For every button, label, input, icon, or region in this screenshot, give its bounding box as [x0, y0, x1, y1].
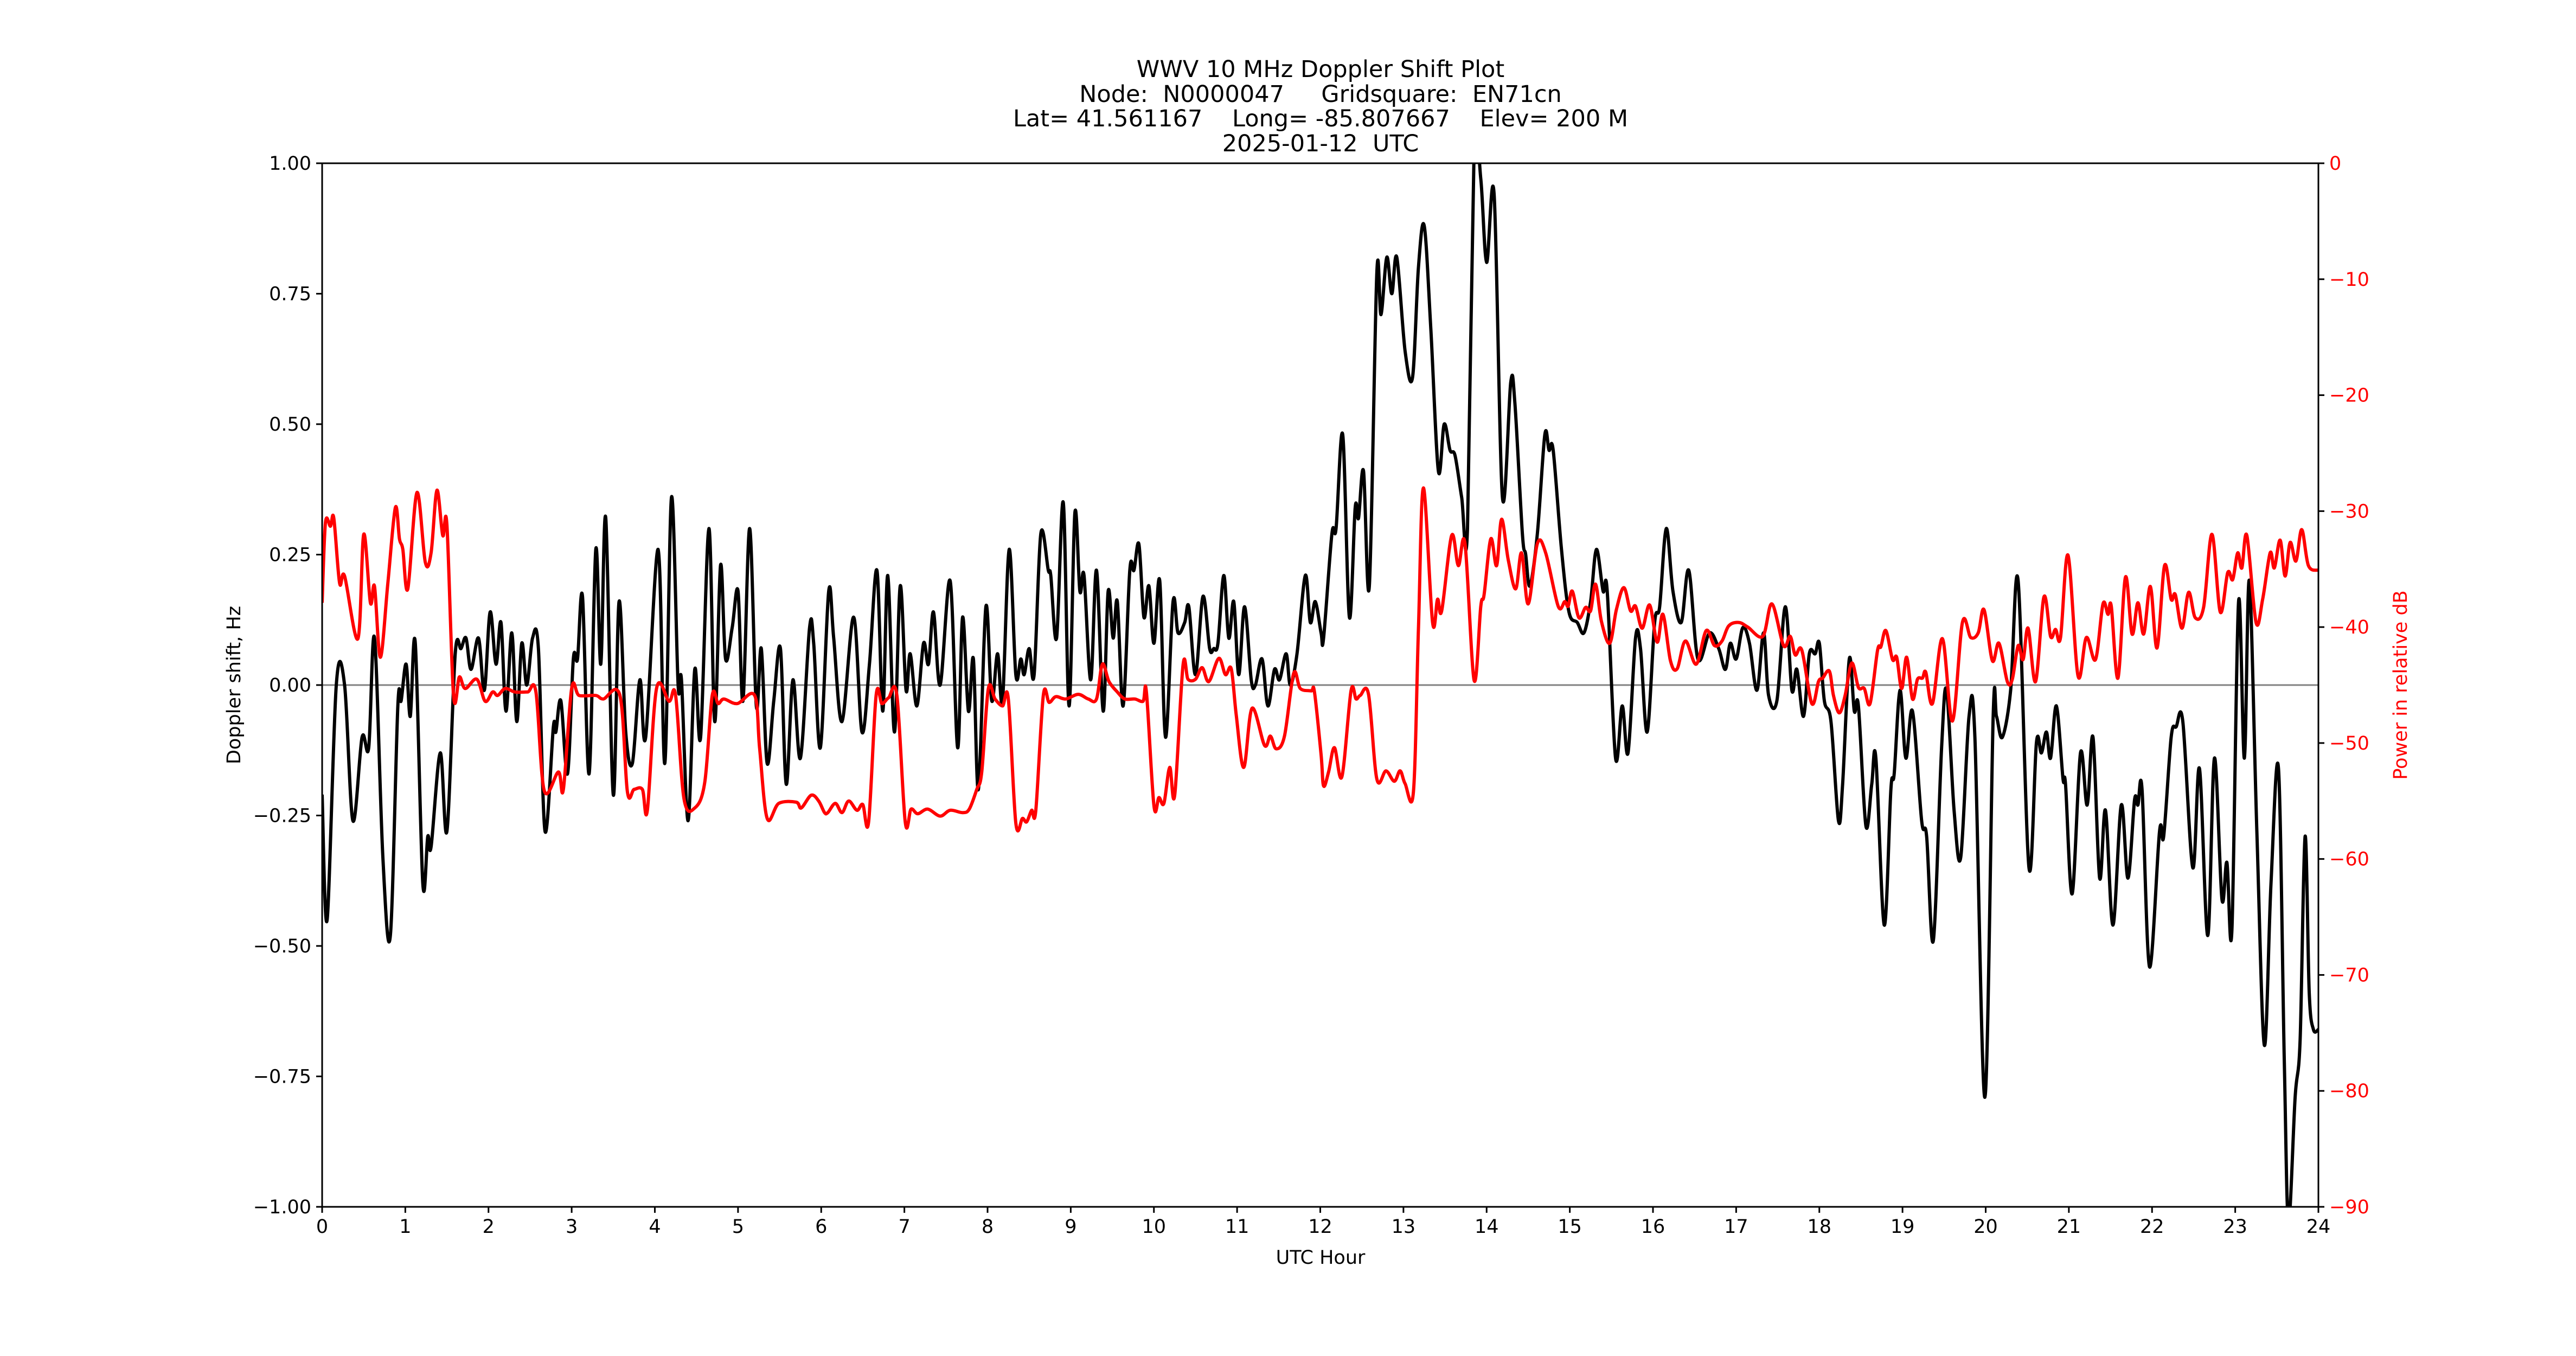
x-tick-label: 0 [316, 1216, 328, 1238]
x-tick-label: 5 [732, 1216, 744, 1238]
x-tick-label: 1 [399, 1216, 411, 1238]
plot-clip-group [322, 163, 2318, 1207]
x-tick-label: 15 [1558, 1216, 1582, 1238]
y-left-tick-label: 0.25 [269, 545, 311, 566]
y-axis-label-left: Doppler shift, Hz [223, 606, 245, 764]
x-tick-label: 11 [1225, 1216, 1249, 1238]
y-right-tick-label: −10 [2329, 269, 2369, 291]
y-left-tick-label: −0.75 [253, 1066, 311, 1088]
title-line-3: Lat= 41.561167 Long= -85.807667 Elev= 20… [1013, 105, 1628, 132]
x-tick-label: 22 [2140, 1216, 2164, 1238]
x-tick-label: 13 [1392, 1216, 1416, 1238]
y-right-tick-label: −30 [2329, 501, 2369, 522]
x-tick-label: 4 [649, 1216, 661, 1238]
x-tick-label: 7 [898, 1216, 910, 1238]
x-tick-label: 9 [1065, 1216, 1076, 1238]
plot-area [322, 163, 2318, 1207]
title-line-1: WWV 10 MHz Doppler Shift Plot [1137, 56, 1504, 83]
y-left-tick-label: 0.00 [269, 675, 311, 696]
title-line-2: Node: N0000047 Gridsquare: EN71cn [1079, 81, 1562, 108]
y-right-tick-label: 0 [2329, 153, 2341, 175]
x-tick-label: 23 [2223, 1216, 2247, 1238]
x-tick-label: 3 [566, 1216, 578, 1238]
title-line-4: 2025-01-12 UTC [1222, 130, 1419, 157]
x-tick-label: 6 [815, 1216, 827, 1238]
y-axis-label-right: Power in relative dB [2390, 590, 2412, 779]
x-tick-label: 18 [1807, 1216, 1831, 1238]
y-right-tick-label: −80 [2329, 1080, 2369, 1102]
y-left-tick-label: 0.75 [269, 284, 311, 305]
y-left-tick-label: −1.00 [253, 1197, 311, 1218]
x-tick-label: 8 [982, 1216, 994, 1238]
x-tick-label: 17 [1724, 1216, 1748, 1238]
x-tick-label: 21 [2057, 1216, 2081, 1238]
x-tick-label: 12 [1308, 1216, 1332, 1238]
x-tick-label: 24 [2306, 1216, 2331, 1238]
y-left-tick-label: −0.25 [253, 805, 311, 827]
x-tick-label: 20 [1973, 1216, 1998, 1238]
axes: 0 1 2 3 4 5 6 7 8 9 10 11 12 13 14 15 16 17 18 19 20 21 22 23 24… [253, 153, 2369, 1238]
x-axis-label: UTC Hour [1276, 1247, 1366, 1269]
y-right-tick-label: −90 [2329, 1197, 2369, 1218]
x-tick-label: 14 [1475, 1216, 1499, 1238]
x-tick-label: 19 [1891, 1216, 1915, 1238]
y-right-tick-label: −70 [2329, 964, 2369, 986]
x-tick-label: 10 [1142, 1216, 1166, 1238]
x-tick-label: 16 [1641, 1216, 1665, 1238]
doppler-series-line [322, 163, 2318, 1207]
y-left-tick-label: 1.00 [269, 153, 311, 175]
y-right-tick-label: −60 [2329, 849, 2369, 871]
x-tick-label: 2 [483, 1216, 495, 1238]
y-right-tick-label: −40 [2329, 617, 2369, 638]
y-left-tick-label: 0.50 [269, 414, 311, 436]
y-right-tick-label: −20 [2329, 385, 2369, 407]
y-right-tick-label: −50 [2329, 733, 2369, 754]
y-left-tick-label: −0.50 [253, 936, 311, 957]
chart-title: WWV 10 MHz Doppler Shift Plot Node: N000… [1013, 56, 1628, 157]
power-series-line [322, 486, 2318, 833]
